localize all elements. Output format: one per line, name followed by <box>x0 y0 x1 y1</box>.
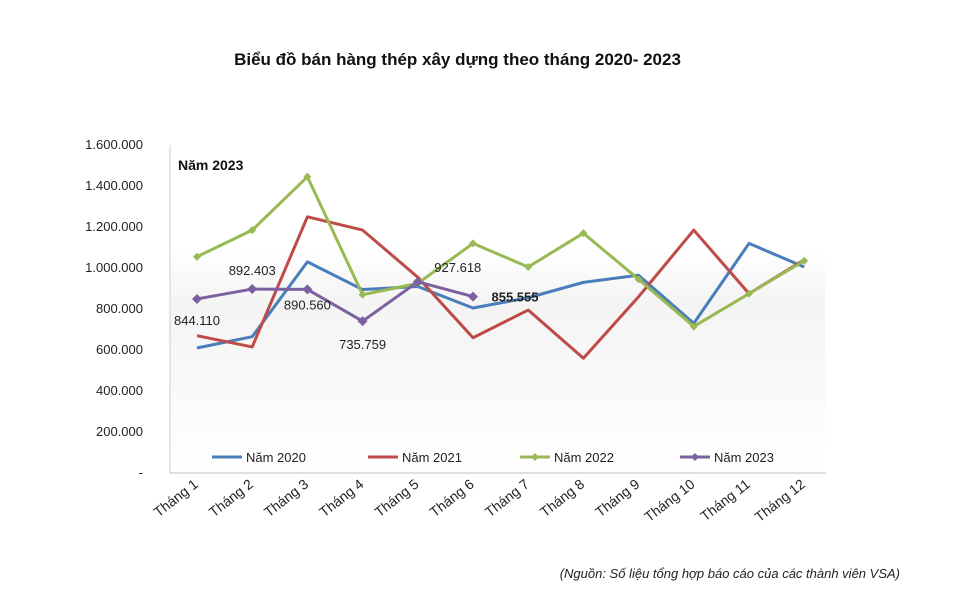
legend: Năm 2020 Năm 2021 Năm 2022 Năm 2023 <box>212 450 774 465</box>
data-point-marker <box>247 284 258 295</box>
data-point-marker <box>800 256 809 265</box>
x-tick-label: Tháng 1 <box>151 476 202 520</box>
series-line <box>196 280 474 323</box>
legend-label: Năm 2020 <box>246 450 306 465</box>
data-label: 892.403 <box>229 263 276 278</box>
data-labels: 844.110 892.403 890.560 735.759 927.618 855.5… <box>174 260 539 352</box>
x-tick-label: Tháng 6 <box>427 476 478 520</box>
data-point-marker <box>192 293 202 304</box>
x-tick-label: Tháng 9 <box>592 476 643 520</box>
y-tick-label: 800.000 <box>96 301 143 316</box>
y-tick-label: 600.000 <box>96 342 143 357</box>
data-point-marker <box>303 172 312 181</box>
panel-label: Năm 2023 <box>178 157 244 173</box>
chart-title: Biểu đồ bán hàng thép xây dựng theo thán… <box>234 50 681 69</box>
y-tick-label: 1.600.000 <box>85 137 143 152</box>
data-point-marker <box>634 275 643 284</box>
y-tick-label: 1.000.000 <box>85 260 143 275</box>
data-label: 927.618 <box>434 260 481 275</box>
legend-label: Năm 2023 <box>714 450 774 465</box>
series-line <box>196 215 805 360</box>
data-point-marker <box>469 239 477 248</box>
plot-background <box>170 248 825 473</box>
x-tick-label: Tháng 4 <box>316 476 367 520</box>
data-point-marker <box>468 291 478 302</box>
x-tick-label: Tháng 5 <box>371 476 422 520</box>
data-label: 844.110 <box>174 313 220 328</box>
y-tick-label: 1.400.000 <box>85 178 143 193</box>
series-lines <box>192 172 809 360</box>
source-note: (Nguồn: Số liệu tổng hợp báo cáo của các… <box>559 566 900 581</box>
data-point-marker <box>302 284 313 295</box>
x-tick-label: Tháng 12 <box>752 476 809 525</box>
legend-label: Năm 2022 <box>554 450 614 465</box>
data-point-marker <box>193 252 201 261</box>
data-point-marker <box>745 289 753 298</box>
x-tick-label: Tháng 7 <box>482 476 533 520</box>
legend-marker <box>531 453 539 461</box>
y-tick-labels: - 200.000 400.000 600.000 800.000 1.000.000 1.… <box>85 137 143 480</box>
data-label: 735.759 <box>339 337 386 352</box>
x-tick-label: Tháng 3 <box>261 476 312 520</box>
data-label: 890.560 <box>284 297 331 312</box>
x-tick-label: Tháng 10 <box>641 476 698 525</box>
data-point-marker <box>358 290 367 299</box>
data-label: 855.555 <box>492 290 539 305</box>
legend-marker <box>691 453 699 461</box>
y-tick-label: 200.000 <box>96 424 143 439</box>
y-tick-label: - <box>139 465 143 480</box>
series-line <box>196 241 805 350</box>
y-tick-label: 400.000 <box>96 383 143 398</box>
legend-label: Năm 2021 <box>402 450 462 465</box>
data-point-marker <box>248 226 257 235</box>
data-point-marker <box>689 322 698 331</box>
data-point-marker <box>524 263 533 271</box>
x-tick-label: Tháng 8 <box>537 476 588 520</box>
data-point-marker <box>412 276 423 287</box>
y-tick-label: 1.200.000 <box>85 219 143 234</box>
series-line <box>196 175 805 328</box>
x-tick-label: Tháng 11 <box>697 476 753 525</box>
x-tick-label: Tháng 2 <box>206 476 257 520</box>
data-point-marker <box>579 229 588 238</box>
data-point-marker <box>357 316 368 327</box>
x-tick-labels: Tháng 1 Tháng 2 Tháng 3 Tháng 4 Tháng 5 Tháng… <box>151 476 809 525</box>
